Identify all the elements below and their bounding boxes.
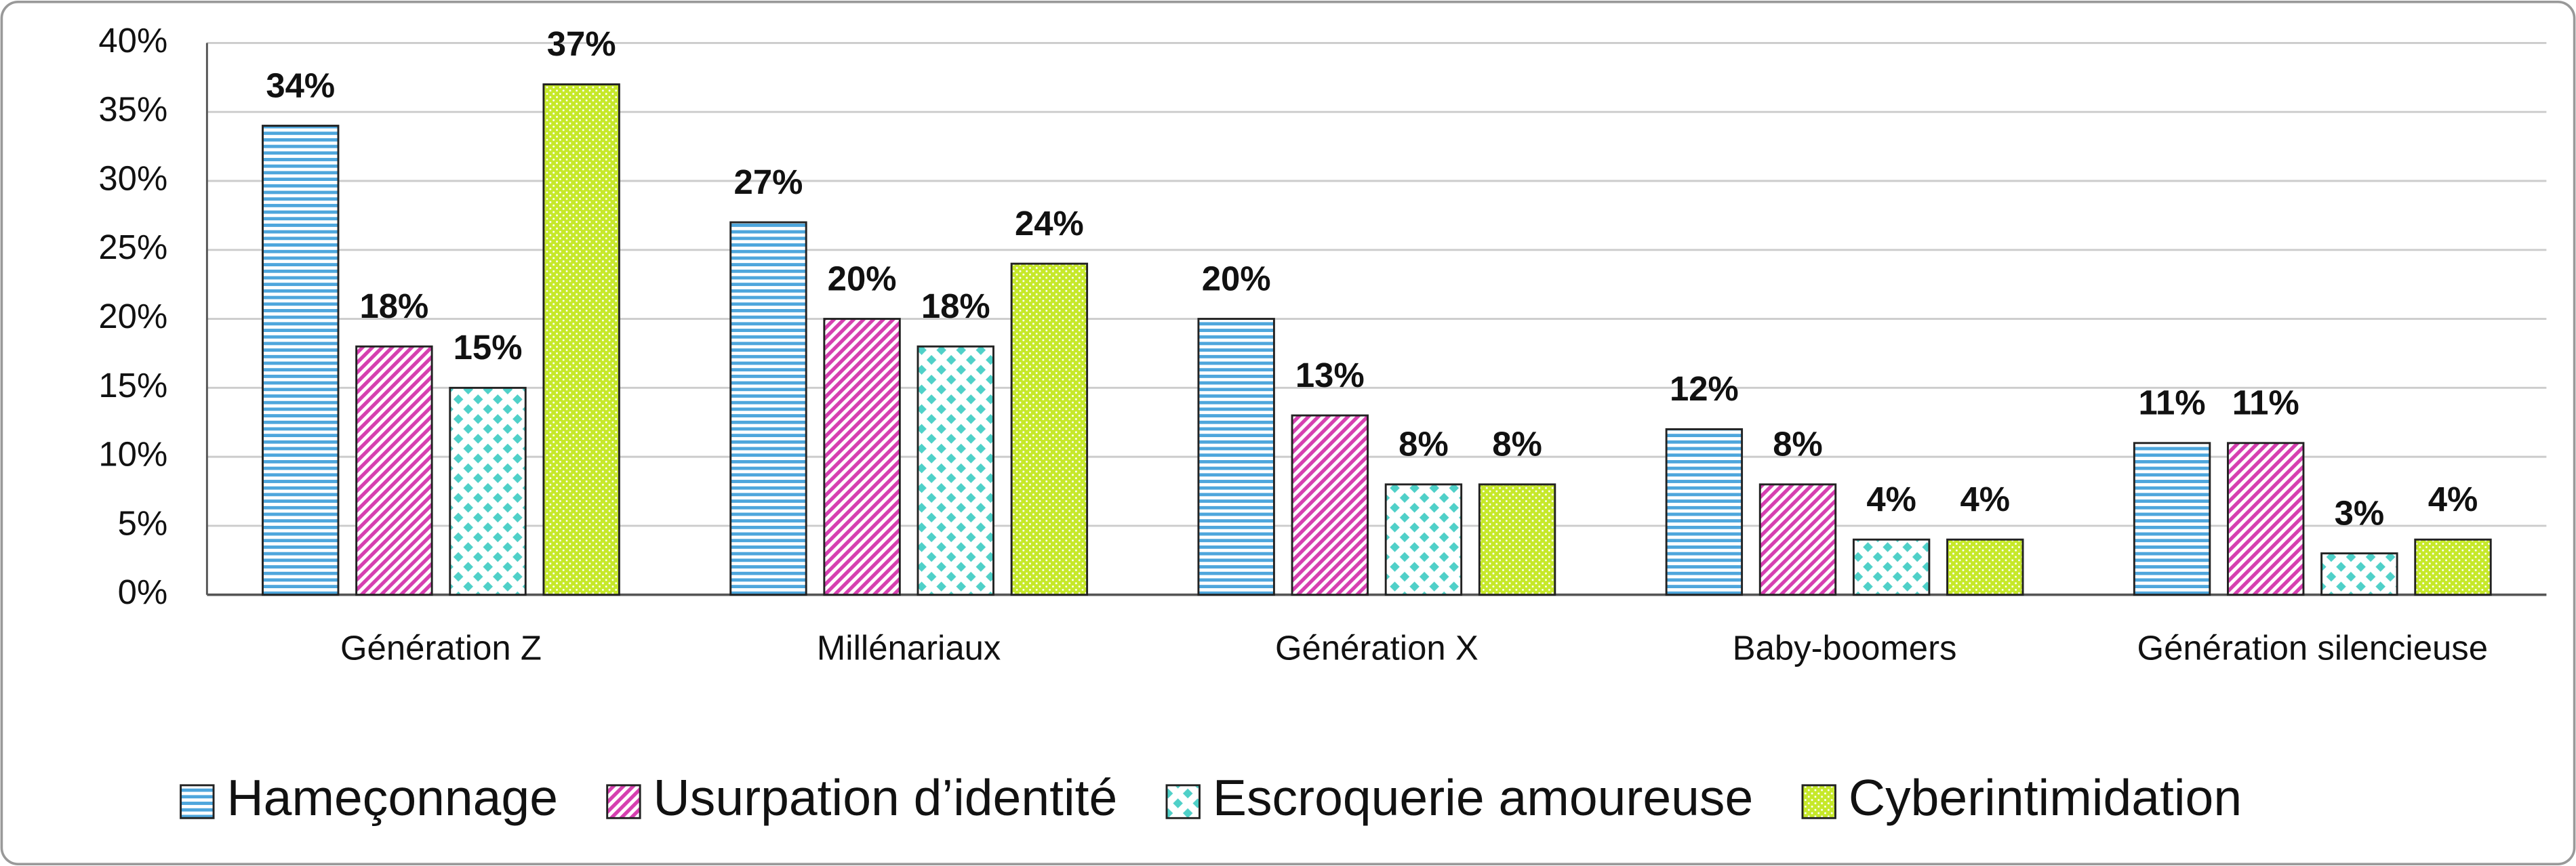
y-tick-label: 20% [98, 297, 167, 335]
value-label: 34% [266, 66, 335, 104]
value-label: 13% [1295, 356, 1365, 394]
bar [1852, 538, 1931, 596]
value-label: 8% [1773, 425, 1823, 463]
x-tick-label: Millénariaux [817, 629, 1001, 667]
legend-swatch [1165, 784, 1201, 819]
y-tick-label: 35% [98, 90, 167, 129]
bar [1478, 483, 1556, 596]
y-tick-label: 30% [98, 159, 167, 197]
value-label: 4% [1960, 480, 2011, 518]
value-label: 4% [1866, 480, 1916, 518]
value-label: 4% [2428, 480, 2478, 518]
bar [2320, 552, 2398, 596]
y-tick-label: 15% [98, 366, 167, 405]
bar [1758, 483, 1837, 596]
bar [2414, 538, 2492, 596]
y-tick-label: 40% [98, 21, 167, 60]
value-label: 20% [828, 259, 897, 297]
bar [2133, 442, 2211, 596]
value-label: 37% [547, 24, 616, 63]
bar [729, 221, 807, 596]
bar [1946, 538, 2024, 596]
bar [1291, 414, 1369, 596]
bar [1010, 262, 1089, 596]
bar [1665, 428, 1744, 596]
value-label: 8% [1398, 425, 1449, 463]
bar [542, 83, 620, 596]
bar [449, 386, 527, 596]
x-tick-label: Baby-boomers [1733, 629, 1957, 667]
bar [1384, 483, 1463, 596]
value-label: 3% [2335, 493, 2385, 532]
legend-swatch [180, 784, 215, 819]
y-tick-label: 5% [118, 503, 168, 542]
value-label: 24% [1015, 204, 1084, 243]
bar [917, 345, 994, 596]
value-label: 11% [2232, 383, 2299, 421]
x-tick-label: Génération X [1275, 629, 1478, 667]
y-tick-label: 10% [98, 435, 167, 474]
value-label: 27% [734, 163, 803, 201]
legend-swatch [606, 784, 641, 819]
bar [1197, 318, 1275, 596]
legend-swatch [1801, 784, 1836, 819]
value-label: 15% [454, 328, 523, 367]
legend-label: Cyberintimidation [1849, 769, 2242, 826]
bar [2227, 442, 2305, 596]
bar [355, 345, 433, 596]
value-label: 20% [1202, 259, 1271, 297]
value-label: 12% [1670, 369, 1739, 408]
x-tick-label: Génération silencieuse [2137, 629, 2489, 667]
x-tick-label: Génération Z [340, 629, 542, 667]
legend-label: Hameçonnage [226, 769, 558, 826]
legend-label: Usurpation d’identité [653, 769, 1118, 826]
bar [823, 318, 901, 596]
value-label: 18% [921, 287, 990, 325]
y-tick-label: 25% [98, 228, 167, 266]
value-label: 11% [2139, 383, 2206, 421]
value-label: 8% [1492, 425, 1542, 463]
y-tick-label: 0% [118, 573, 168, 611]
value-label: 18% [359, 287, 428, 325]
legend-label: Escroquerie amoureuse [1213, 769, 1753, 826]
bar [262, 125, 340, 596]
